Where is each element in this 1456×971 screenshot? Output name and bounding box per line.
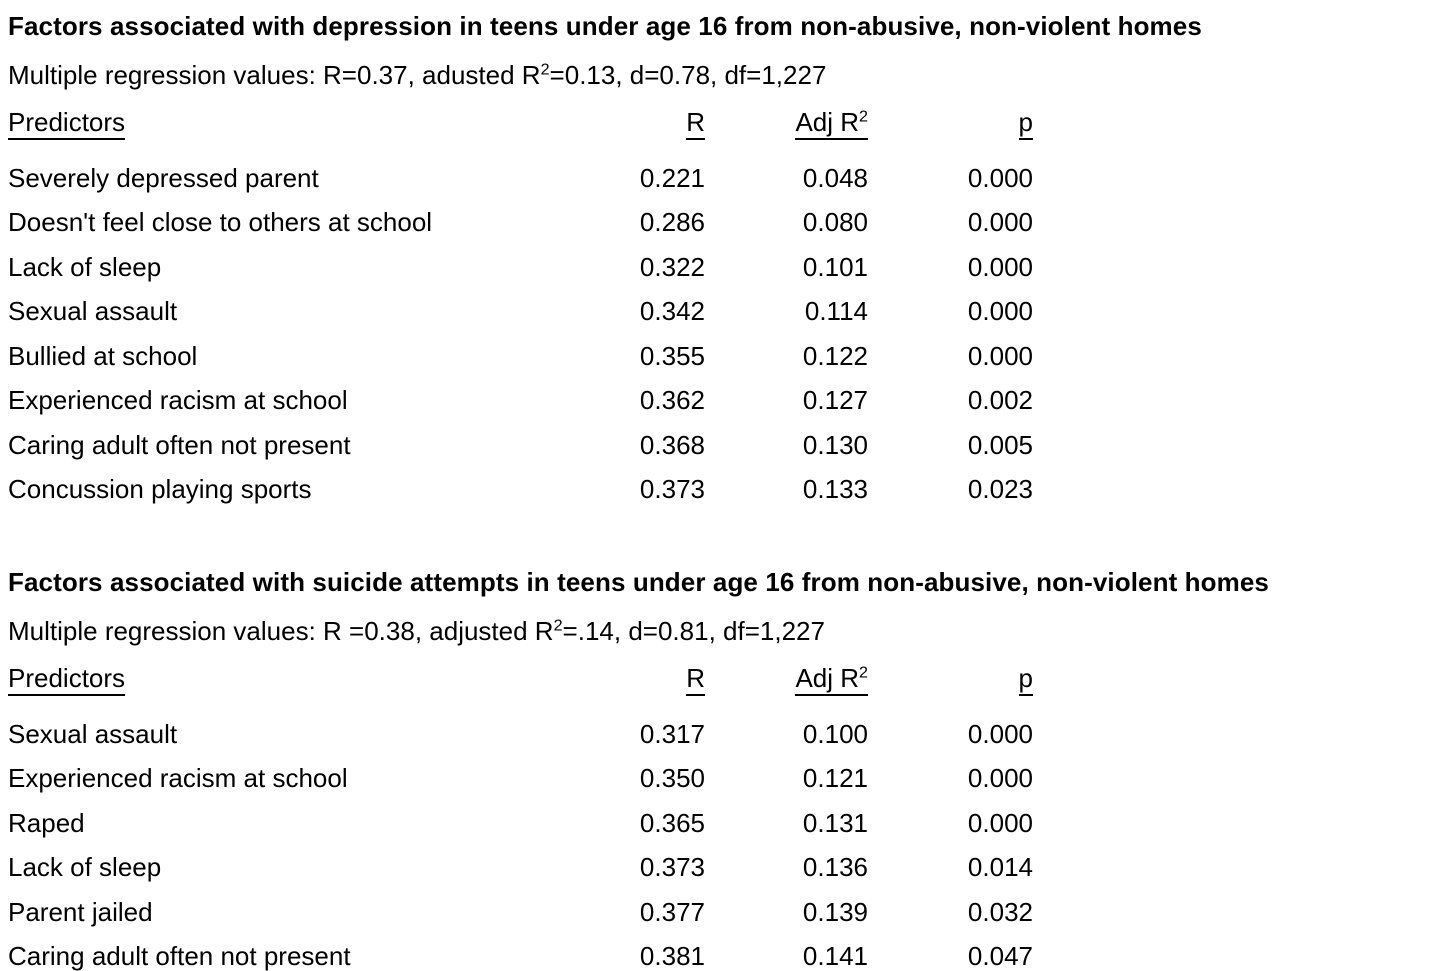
header-row: Predictors R Adj R2 p [8, 103, 1033, 156]
table-row: Raped 0.365 0.131 0.000 [8, 801, 1033, 846]
table-row: Caring adult often not present 0.368 0.130… [8, 423, 1033, 468]
column-header-p: p [868, 103, 1033, 156]
cell-predictor: Sexual assault [8, 296, 178, 327]
cell-predictor: Sexual assault [8, 718, 178, 749]
cell-r: 0.221 [639, 162, 705, 193]
cell-p: 0.000 [967, 718, 1033, 749]
cell-adj-r2: 0.139 [802, 896, 868, 927]
cell-r: 0.373 [639, 474, 705, 505]
cell-p: 0.014 [967, 852, 1033, 883]
table-row: Bullied at school 0.355 0.122 0.000 [8, 334, 1033, 379]
adj-r2-superscript: 2 [859, 663, 868, 682]
cell-p: 0.023 [967, 474, 1033, 505]
subtitle-text: Multiple regression values: R =0.38, adj… [8, 616, 554, 646]
cell-r: 0.368 [639, 429, 705, 460]
cell-adj-r2: 0.131 [802, 807, 868, 838]
cell-r: 0.365 [639, 807, 705, 838]
table-row: Lack of sleep 0.322 0.101 0.000 [8, 245, 1033, 290]
cell-p: 0.047 [967, 941, 1033, 971]
cell-predictor: Lack of sleep [8, 852, 162, 883]
cell-predictor: Severely depressed parent [8, 162, 319, 193]
table-subtitle-suicide-attempts: Multiple regression values: R =0.38, adj… [8, 615, 1456, 647]
cell-r: 0.342 [639, 296, 705, 327]
cell-r: 0.373 [639, 852, 705, 883]
subtitle-text: Multiple regression values: R=0.37, adus… [8, 60, 541, 90]
table-title-depression: Factors associated with depression in te… [8, 11, 1202, 41]
cell-p: 0.000 [967, 251, 1033, 282]
table-row: Concussion playing sports 0.373 0.133 0.023 [8, 468, 1033, 513]
cell-adj-r2: 0.101 [802, 251, 868, 282]
column-header-predictors: Predictors [8, 659, 513, 712]
cell-adj-r2: 0.100 [802, 718, 868, 749]
column-header-adj-r2: Adj R2 [705, 659, 868, 712]
cell-predictor: Caring adult often not present [8, 941, 351, 971]
cell-adj-r2: 0.130 [802, 429, 868, 460]
table-title-suicide-attempts: Factors associated with suicide attempts… [8, 567, 1269, 597]
cell-r: 0.362 [639, 385, 705, 416]
cell-p: 0.000 [967, 807, 1033, 838]
table-subtitle-depression: Multiple regression values: R=0.37, adus… [8, 59, 1456, 91]
cell-r: 0.381 [639, 941, 705, 971]
table-row: Parent jailed 0.377 0.139 0.032 [8, 890, 1033, 935]
cell-r: 0.377 [639, 896, 705, 927]
adj-r2-superscript: 2 [859, 107, 868, 126]
cell-r: 0.322 [639, 251, 705, 282]
cell-adj-r2: 0.048 [802, 162, 868, 193]
column-header-predictors: Predictors [8, 103, 513, 156]
column-header-r: R [513, 103, 705, 156]
subtitle-text: =.14, d=0.81, df=1,227 [562, 616, 825, 646]
table-row: Sexual assault 0.342 0.114 0.000 [8, 290, 1033, 335]
cell-predictor: Caring adult often not present [8, 429, 351, 460]
cell-adj-r2: 0.114 [804, 296, 868, 327]
cell-predictor: Parent jailed [8, 896, 153, 927]
column-header-r: R [513, 659, 705, 712]
cell-p: 0.000 [967, 340, 1033, 371]
column-header-p: p [868, 659, 1033, 712]
cell-predictor: Experienced racism at school [8, 763, 348, 794]
table-row: Caring adult often not present 0.381 0.141… [8, 935, 1033, 971]
header-row: Predictors R Adj R2 p [8, 659, 1033, 712]
cell-p: 0.000 [967, 763, 1033, 794]
cell-predictor: Raped [8, 807, 85, 838]
cell-adj-r2: 0.080 [802, 207, 868, 238]
regression-table-depression: Predictors R Adj R2 p Severely depressed… [8, 103, 1033, 512]
cell-predictor: Experienced racism at school [8, 385, 348, 416]
cell-p: 0.000 [967, 207, 1033, 238]
cell-p: 0.005 [967, 429, 1033, 460]
cell-predictor: Doesn't feel close to others at school [8, 207, 433, 238]
cell-predictor: Concussion playing sports [8, 474, 312, 505]
cell-r: 0.350 [639, 763, 705, 794]
cell-adj-r2: 0.127 [802, 385, 868, 416]
table-row: Lack of sleep 0.373 0.136 0.014 [8, 846, 1033, 891]
subtitle-superscript: 2 [553, 616, 563, 635]
table-row: Severely depressed parent 0.221 0.048 0.000 [8, 156, 1033, 201]
cell-p: 0.000 [967, 296, 1033, 327]
table-row: Doesn't feel close to others at school 0.… [8, 201, 1033, 246]
cell-r: 0.286 [639, 207, 705, 238]
cell-adj-r2: 0.141 [802, 941, 868, 971]
column-header-adj-r2: Adj R2 [705, 103, 868, 156]
cell-predictor: Lack of sleep [8, 251, 162, 282]
regression-table-suicide-attempts: Predictors R Adj R2 p Sexual assault 0.31… [8, 659, 1033, 971]
table-row: Sexual assault 0.317 0.100 0.000 [8, 712, 1033, 757]
cell-p: 0.002 [967, 385, 1033, 416]
table-row: Experienced racism at school 0.350 0.121 0.… [8, 757, 1033, 802]
cell-adj-r2: 0.121 [802, 763, 868, 794]
cell-p: 0.000 [967, 162, 1033, 193]
cell-adj-r2: 0.136 [802, 852, 868, 883]
cell-p: 0.032 [967, 896, 1033, 927]
subtitle-text: =0.13, d=0.78, df=1,227 [549, 60, 827, 90]
cell-adj-r2: 0.133 [802, 474, 868, 505]
cell-r: 0.317 [639, 718, 705, 749]
subtitle-superscript: 2 [540, 60, 550, 79]
table-row: Experienced racism at school 0.362 0.127 0.… [8, 379, 1033, 424]
section-depression: Factors associated with depression in te… [8, 10, 1456, 512]
cell-r: 0.355 [639, 340, 705, 371]
section-suicide-attempts: Factors associated with suicide attempts… [8, 566, 1456, 971]
cell-predictor: Bullied at school [8, 340, 198, 371]
cell-adj-r2: 0.122 [802, 340, 868, 371]
